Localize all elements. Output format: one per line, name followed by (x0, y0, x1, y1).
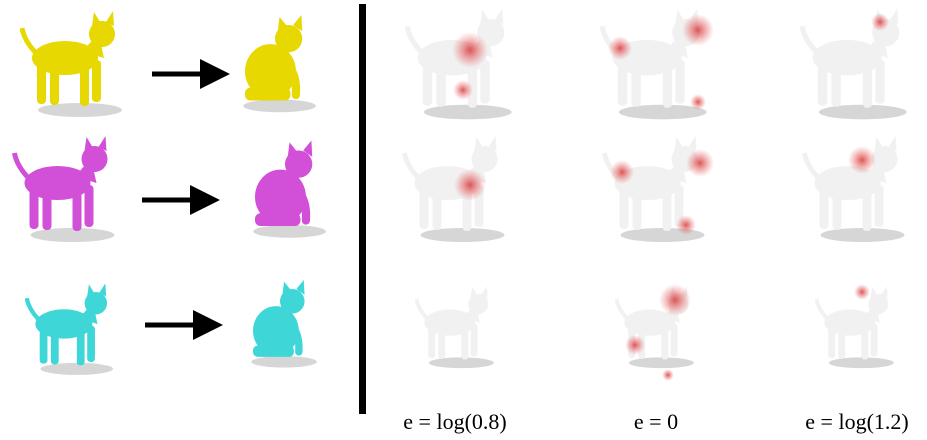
heat-spot (453, 80, 473, 100)
heat-shape (817, 286, 894, 368)
heat-spot (848, 146, 876, 174)
target-shape (253, 141, 326, 238)
heat-spot (610, 160, 634, 184)
source-shape (15, 136, 115, 242)
source-shape (27, 283, 113, 375)
heat-spot (690, 94, 706, 110)
heat-spot (676, 215, 696, 235)
heat-spot (454, 169, 486, 201)
caption: e = log(1.2) (805, 409, 908, 434)
heat-spot (854, 284, 870, 300)
heat-spot (682, 14, 714, 46)
heat-shape (802, 9, 907, 120)
caption: e = 0 (634, 409, 678, 434)
heat-spot (686, 149, 714, 177)
heat-spot (452, 32, 488, 68)
heat-spot (662, 369, 674, 381)
heat-spot (608, 36, 632, 60)
target-shape (251, 280, 316, 368)
source-target-pairs (15, 11, 326, 375)
target-shape (243, 15, 316, 112)
error-maps (405, 9, 907, 381)
heat-spot (625, 335, 645, 355)
heat-shape (417, 286, 494, 368)
divider (359, 4, 366, 414)
heat-spot (871, 13, 889, 31)
heat-shape (405, 136, 505, 242)
heat-spot (659, 284, 691, 316)
caption: e = log(0.8) (403, 409, 506, 434)
source-shape (22, 11, 122, 117)
